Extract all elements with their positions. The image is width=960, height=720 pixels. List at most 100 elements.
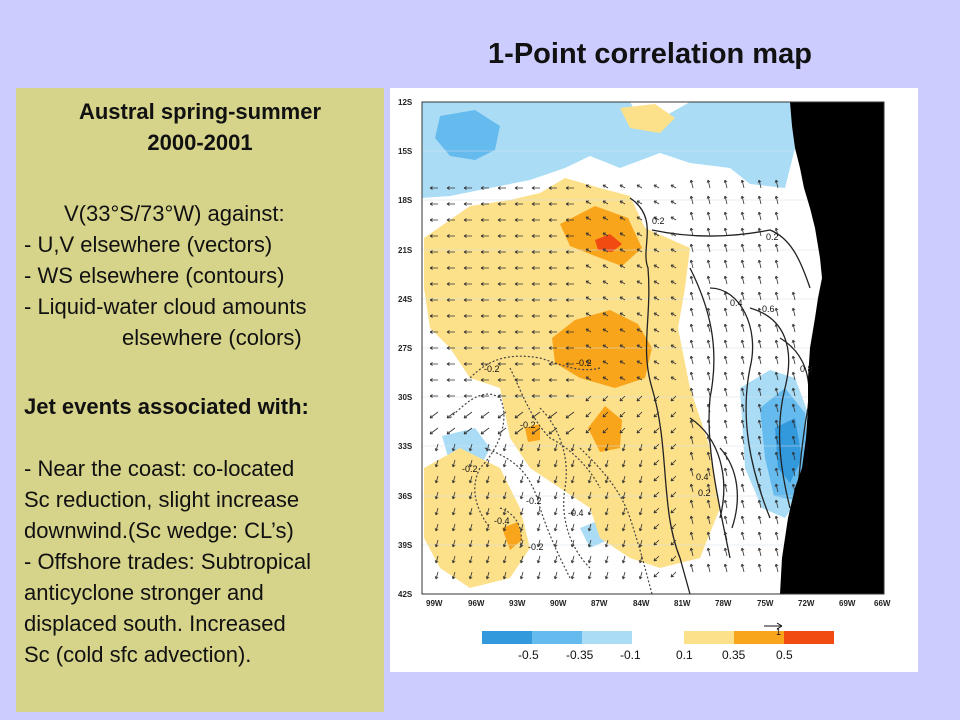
wind-vector-arrow bbox=[480, 250, 489, 254]
wind-vector-arrow bbox=[531, 202, 540, 206]
wind-vector-arrow bbox=[774, 531, 779, 541]
wind-vector-arrow bbox=[548, 378, 557, 382]
wind-vector-arrow bbox=[636, 344, 643, 349]
wind-vector-arrow bbox=[757, 339, 762, 349]
wind-vector-arrow bbox=[723, 371, 728, 381]
wind-vector-arrow bbox=[602, 232, 609, 237]
wind-vector-arrow bbox=[480, 362, 489, 366]
wind-vector-arrow bbox=[570, 491, 575, 500]
wind-vector-arrow bbox=[706, 387, 711, 397]
wind-vector-arrow bbox=[706, 291, 711, 301]
wind-vector-arrow bbox=[706, 419, 711, 429]
wind-vector-arrow bbox=[429, 186, 438, 190]
wind-vector-arrow bbox=[463, 298, 472, 302]
wind-vector-arrow bbox=[434, 459, 439, 468]
wind-vector-arrow bbox=[565, 266, 574, 270]
wind-vector-arrow bbox=[774, 307, 779, 317]
wind-vector-arrow bbox=[531, 250, 540, 254]
wind-vector-arrow bbox=[740, 435, 745, 445]
wind-vector-arrow bbox=[653, 232, 660, 237]
positive-contours bbox=[629, 197, 811, 594]
wind-vector-arrow bbox=[446, 250, 455, 254]
wind-vector-arrow bbox=[740, 371, 745, 381]
wind-vector-arrow bbox=[653, 523, 660, 530]
wind-vector-arrow bbox=[570, 539, 575, 548]
wind-vector-arrow bbox=[604, 571, 609, 580]
lat-tick: 30S bbox=[398, 393, 413, 402]
wind-vector-arrow bbox=[514, 394, 523, 398]
wind-vector-arrow bbox=[723, 515, 728, 525]
wind-vector-arrow bbox=[480, 346, 489, 350]
wind-vector-arrow bbox=[587, 475, 592, 484]
wind-vector-arrow bbox=[531, 427, 541, 435]
wind-vector-arrow bbox=[723, 419, 728, 429]
wind-vector-arrow bbox=[480, 186, 489, 190]
legend-label: -0.5 bbox=[518, 648, 539, 662]
colorbar-legend: -0.5 -0.35 -0.1 0.1 0.35 0.5 bbox=[482, 631, 834, 662]
wind-vector-arrow bbox=[514, 346, 523, 350]
wind-vector-arrow bbox=[706, 515, 711, 525]
wind-vector-arrow bbox=[723, 387, 728, 397]
wind-vector-arrow bbox=[429, 394, 438, 398]
wind-vector-arrow bbox=[653, 507, 660, 514]
reference-vector: 1 bbox=[764, 622, 783, 637]
wind-vector-arrow bbox=[463, 346, 472, 350]
wind-vector-arrow bbox=[553, 507, 558, 516]
wind-vector-arrow bbox=[653, 184, 660, 189]
wind-vector-arrow bbox=[463, 427, 473, 435]
wind-vector-arrow bbox=[757, 179, 762, 189]
wind-vector-arrow bbox=[548, 427, 558, 435]
wind-vector-arrow bbox=[585, 360, 592, 365]
wind-vector-arrow bbox=[670, 571, 677, 578]
wind-vector-arrow bbox=[723, 451, 728, 461]
lat-tick: 33S bbox=[398, 442, 413, 451]
wind-vector-arrow bbox=[740, 355, 745, 365]
wind-vector-arrow bbox=[514, 411, 524, 419]
wind-vector-arrow bbox=[757, 435, 762, 445]
lon-tick: 87W bbox=[591, 599, 608, 608]
wind-vector-arrow bbox=[774, 211, 779, 221]
wind-vector-arrow bbox=[706, 259, 711, 269]
wind-vector-arrow bbox=[706, 307, 711, 317]
wind-vector-arrow bbox=[514, 362, 523, 366]
wind-vector-arrow bbox=[587, 491, 592, 500]
wind-vector-arrow bbox=[774, 435, 779, 445]
wind-vector-arrow bbox=[723, 499, 728, 509]
wind-vector-arrow bbox=[670, 312, 677, 317]
wind-vector-arrow bbox=[497, 427, 507, 435]
wind-vector-arrow bbox=[463, 314, 472, 318]
wind-vector-arrow bbox=[446, 394, 455, 398]
wind-vector-arrow bbox=[463, 282, 472, 286]
wind-vector-arrow bbox=[429, 234, 438, 238]
wind-vector-arrow bbox=[670, 539, 677, 546]
wind-vector-arrow bbox=[706, 371, 711, 381]
map-area bbox=[422, 102, 884, 594]
wind-vector-arrow bbox=[757, 451, 762, 461]
wind-vector-arrow bbox=[531, 282, 540, 286]
wind-vector-arrow bbox=[446, 427, 456, 435]
wind-vector-arrow bbox=[434, 539, 439, 548]
wind-vector-arrow bbox=[536, 491, 541, 500]
wind-vector-arrow bbox=[636, 360, 643, 365]
wind-vector-arrow bbox=[636, 264, 643, 269]
wind-vector-arrow bbox=[774, 515, 779, 525]
wind-vector-arrow bbox=[548, 202, 557, 206]
wind-vector-arrow bbox=[706, 355, 711, 365]
wind-vector-arrow bbox=[429, 427, 439, 435]
wind-vector-arrow bbox=[531, 234, 540, 238]
wind-vector-arrow bbox=[723, 547, 728, 557]
wind-vector-arrow bbox=[740, 275, 745, 285]
wind-vector-arrow bbox=[740, 563, 745, 573]
wind-vector-arrow bbox=[670, 507, 677, 514]
wind-vector-arrow bbox=[791, 291, 796, 301]
wind-vector-arrow bbox=[689, 371, 694, 381]
wind-vector-arrow bbox=[480, 202, 489, 206]
wind-vector-arrow bbox=[653, 539, 660, 546]
wind-vector-arrow bbox=[429, 266, 438, 270]
wind-vector-arrow bbox=[548, 234, 557, 238]
wind-vector-arrow bbox=[757, 291, 762, 301]
wind-vector-arrow bbox=[480, 394, 489, 398]
wind-vector-arrow bbox=[451, 475, 456, 484]
wind-vector-arrow bbox=[429, 314, 438, 318]
wind-vector-arrow bbox=[497, 234, 506, 238]
